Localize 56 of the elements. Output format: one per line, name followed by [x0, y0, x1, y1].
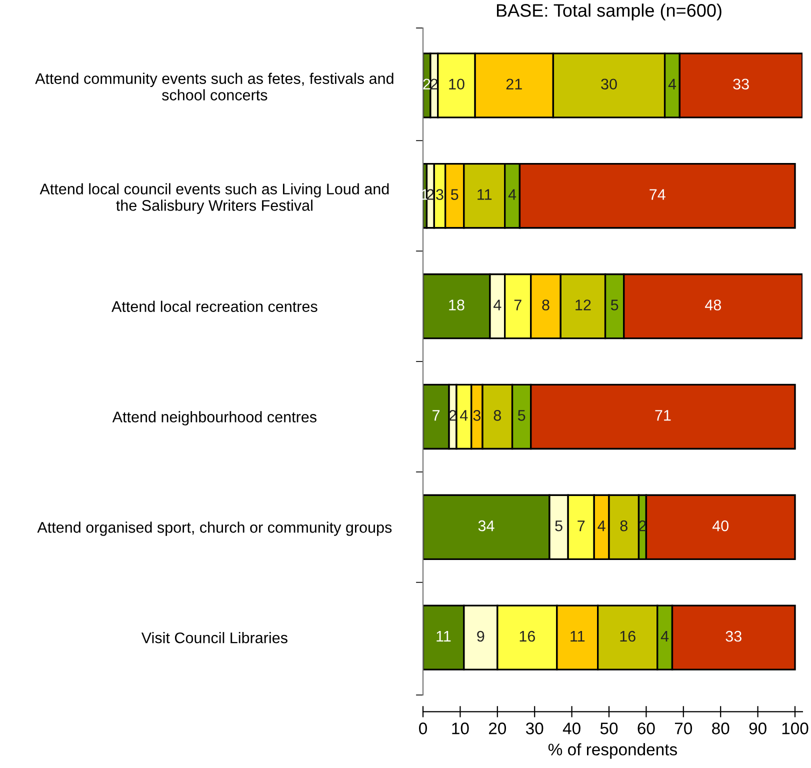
y-tick-label: Attend neighbourhood centres — [112, 411, 316, 426]
data-label: 4 — [668, 78, 676, 90]
x-tick-label: 90 — [749, 722, 766, 734]
data-label: 48 — [705, 300, 721, 310]
x-tick-label: 20 — [488, 722, 506, 734]
y-tick-label: Attend local council events such as Living Loud and the Salisbury Writers Festival — [40, 183, 389, 214]
data-label: 2 — [423, 78, 430, 90]
x-axis-title: % of respondents — [548, 743, 677, 759]
data-label: 3 — [436, 189, 444, 200]
y-tick-label: Visit Council Libraries — [141, 632, 288, 644]
x-tick-label: 70 — [674, 722, 692, 734]
data-label: 8 — [542, 300, 550, 310]
data-label: 33 — [726, 630, 742, 642]
y-tick-label: Attend local recreation centres — [112, 300, 318, 312]
data-label: 5 — [610, 300, 618, 310]
data-label: 3 — [473, 410, 481, 421]
data-label: 7 — [432, 410, 440, 421]
data-label: 11 — [436, 631, 451, 642]
data-label: 33 — [733, 78, 749, 90]
data-label: 16 — [520, 630, 535, 642]
data-label: 16 — [620, 630, 636, 642]
x-tick-label: 40 — [562, 722, 580, 734]
data-label: 40 — [712, 520, 728, 532]
data-label: 8 — [620, 520, 628, 532]
x-tick-label: 100 — [782, 722, 808, 734]
data-label: 30 — [601, 78, 617, 90]
data-label: 21 — [506, 78, 522, 90]
data-label: 11 — [478, 189, 492, 200]
x-tick-label: 10 — [452, 722, 469, 734]
x-tick-label: 0 — [419, 722, 427, 734]
data-label: 10 — [449, 78, 464, 90]
x-tick-label: 50 — [600, 722, 618, 734]
x-tick-label: 80 — [712, 722, 730, 734]
data-label: 34 — [478, 520, 494, 532]
data-label: 7 — [514, 300, 522, 310]
data-label: 9 — [477, 630, 484, 642]
data-label: 4 — [460, 410, 468, 421]
data-label: 12 — [576, 300, 591, 310]
data-label: 7 — [578, 520, 585, 532]
data-label: 11 — [570, 631, 585, 642]
data-label: 8 — [494, 410, 501, 421]
y-tick-label: Attend organised sport, church or community groups — [37, 522, 392, 536]
data-label: 4 — [494, 300, 502, 310]
data-label: 5 — [555, 520, 562, 532]
data-label: 5 — [450, 189, 458, 200]
data-label: 18 — [449, 300, 464, 310]
chart-title: BASE: Total sample (n=600) — [496, 4, 722, 20]
data-label: 4 — [508, 189, 516, 200]
data-label: 4 — [598, 520, 606, 532]
data-label: 74 — [650, 189, 666, 200]
x-tick-label: 30 — [526, 722, 544, 734]
y-tick-label: Attend community events such as fetes, festivals and school concerts — [35, 72, 394, 100]
x-tick-label: 60 — [638, 722, 655, 734]
data-label: 71 — [655, 410, 671, 421]
data-label: 5 — [518, 410, 526, 421]
data-label: 4 — [660, 631, 669, 642]
